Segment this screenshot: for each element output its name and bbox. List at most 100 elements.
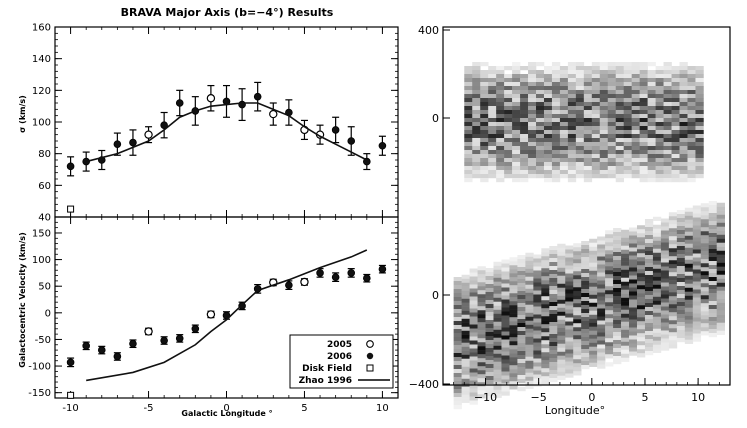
dispersion-heatmap-cell — [623, 66, 632, 71]
velocity-heatmap-cell — [469, 388, 478, 393]
velocity-heatmap-cell — [605, 250, 614, 255]
velocity-heatmap-cell — [621, 273, 630, 278]
velocity-heatmap-cell — [692, 253, 702, 258]
dispersion-heatmap-cell — [575, 114, 585, 119]
velocity-y-tick-label: -100 — [28, 362, 51, 373]
velocity-heatmap-cell — [453, 353, 462, 358]
velocity-heatmap-cell — [692, 209, 702, 214]
velocity-heatmap-cell — [493, 301, 502, 306]
velocity-heatmap-cell — [621, 293, 630, 298]
velocity-heatmap-cell — [660, 222, 670, 227]
dispersion-heatmap-cell — [480, 114, 489, 119]
velocity-heatmap-cell — [581, 245, 590, 250]
dispersion-heatmap-cell — [559, 174, 569, 179]
velocity-heatmap-cell — [597, 316, 606, 321]
velocity-heatmap-cell — [636, 321, 646, 326]
velocity-heatmap-cell — [692, 245, 702, 250]
velocity-heatmap-cell — [692, 249, 702, 254]
dispersion-heatmap-cell — [472, 118, 481, 123]
dispersion-heatmap-cell — [536, 174, 545, 179]
velocity-heatmap-cell — [644, 319, 654, 324]
velocity-heatmap-cell — [493, 341, 502, 346]
velocity-heatmap-cell — [716, 294, 725, 299]
velocity-heatmap-cell — [660, 306, 670, 311]
velocity-heatmap-cell — [565, 325, 574, 330]
velocity-heatmap-cell — [597, 268, 606, 273]
velocity-heatmap-cell — [597, 364, 606, 369]
velocity-heatmap-cell — [597, 328, 606, 333]
velocity-heatmap-cell — [589, 338, 598, 343]
velocity-heatmap-cell — [557, 351, 566, 356]
velocity-heatmap-cell — [692, 321, 702, 326]
dispersion-heatmap-cell — [567, 162, 577, 167]
velocity-heatmap-cell — [684, 251, 694, 256]
velocity-heatmap-cell — [501, 275, 510, 280]
velocity-heatmap-cell — [597, 340, 606, 345]
velocity-heatmap-cell — [676, 210, 686, 215]
dispersion-heatmap-cell — [504, 74, 513, 79]
dispersion-heatmap-cell — [536, 134, 545, 139]
velocity-heatmap-cell — [469, 276, 478, 281]
dispersion-heatmap-cell — [480, 94, 489, 99]
velocity-heatmap-cell — [589, 278, 598, 283]
velocity-heatmap-cell — [533, 306, 542, 311]
velocity-heatmap-cell — [557, 375, 566, 380]
dispersion-heatmap-cell — [687, 162, 696, 167]
dispersion-heatmap-cell — [623, 138, 632, 143]
dispersion-heatmap-cell — [671, 142, 680, 147]
velocity-heatmap-cell — [565, 365, 574, 370]
velocity-heatmap-cell — [477, 330, 486, 335]
velocity-heatmap-cell — [621, 245, 630, 250]
dispersion-heatmap-cell — [615, 126, 625, 131]
velocity-heatmap-cell — [485, 348, 494, 353]
velocity-heatmap-cell — [501, 263, 510, 268]
velocity-heatmap-cell — [668, 272, 678, 277]
dispersion-heatmap-cell — [615, 94, 625, 99]
velocity-heatmap-cell — [573, 299, 582, 304]
velocity-heatmap-cell — [485, 324, 494, 329]
dispersion-heatmap-cell — [655, 142, 664, 147]
velocity-heatmap-cell — [652, 340, 662, 345]
dispersion-heatmap-cell — [631, 134, 640, 139]
velocity-heatmap-cell — [644, 223, 654, 228]
velocity-heatmap-cell — [565, 305, 574, 310]
velocity-heatmap-cell — [676, 330, 686, 335]
velocity-heatmap-cell — [581, 257, 590, 262]
longitude-x-axis-label: Galactic Longitude ° — [181, 409, 272, 418]
velocity-heatmap-cell — [668, 320, 678, 325]
velocity-heatmap-cell — [621, 229, 630, 234]
velocity-heatmap-cell — [533, 282, 542, 287]
dispersion-heatmap-cell — [607, 114, 617, 119]
velocity-heatmap-cell — [708, 253, 718, 258]
velocity-heatmap-cell — [469, 304, 478, 309]
velocity-heatmap-cell — [525, 292, 534, 297]
velocity-heatmap-cell — [708, 249, 718, 254]
velocity-heatmap-cell — [485, 292, 494, 297]
dispersion-heatmap-cell — [536, 118, 545, 123]
dispersion-heatmap-cell — [615, 162, 625, 167]
dispersion-heatmap-cell — [695, 86, 704, 91]
velocity-heatmap-cell — [453, 349, 462, 354]
velocity-heatmap-cell — [676, 334, 686, 339]
velocity-heatmap-cell — [636, 229, 646, 234]
dispersion-heatmap-cell — [567, 66, 577, 71]
dispersion-heatmap-cell — [671, 150, 680, 155]
velocity-heatmap-cell — [541, 364, 550, 369]
dispersion-heatmap-cell — [567, 126, 577, 131]
velocity-heatmap-cell — [597, 296, 606, 301]
velocity-heatmap-cell — [573, 323, 582, 328]
velocity-heatmap-cell — [636, 297, 646, 302]
velocity-heatmap-cell — [581, 277, 590, 282]
velocity-heatmap-cell — [629, 263, 638, 268]
velocity-heatmap-cell — [716, 218, 725, 223]
dispersion-heatmap-cell — [512, 66, 521, 71]
velocity-heatmap-cell — [644, 219, 654, 224]
velocity-heatmap-cell — [708, 313, 718, 318]
dispersion-heatmap-cell — [671, 90, 680, 95]
velocity-heatmap-cell — [660, 318, 670, 323]
dispersion-heatmap-cell — [551, 94, 561, 99]
velocity-heatmap-cell — [692, 205, 702, 210]
velocity-heatmap-cell — [525, 320, 534, 325]
velocity-heatmap-cell — [525, 332, 534, 337]
